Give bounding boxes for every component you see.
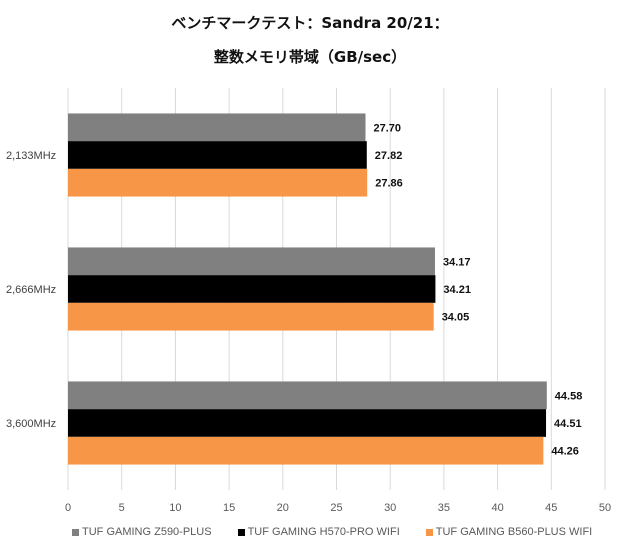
x-tick-label: 35 [438, 502, 450, 514]
legend-item: TUF GAMING B560-PLUS WIFI [425, 526, 593, 538]
bar [68, 168, 368, 197]
data-label: 34.21 [443, 284, 471, 296]
bar [68, 436, 544, 465]
bar-chart: 0 5 10 15 20 25 30 35 40 45 50 2,133MHz 27.70 27.82 27… [6, 88, 611, 514]
x-tick-label: 20 [277, 502, 289, 514]
bar [68, 247, 435, 276]
x-tick-label: 5 [119, 502, 125, 514]
category-label: 2,666MHz [6, 284, 56, 296]
category-label: 2,133MHz [6, 150, 56, 162]
legend-label: TUF GAMING B560-PLUS WIFI [435, 526, 593, 538]
data-label: 27.70 [373, 122, 401, 134]
category-label: 3,600MHz [6, 418, 56, 430]
data-label: 44.26 [551, 446, 579, 458]
data-label: 44.51 [554, 418, 582, 430]
data-label: 44.58 [555, 390, 583, 402]
x-tick-label: 30 [384, 502, 396, 514]
bar [68, 275, 436, 303]
legend-item: TUF GAMING Z590-PLUS [72, 526, 212, 538]
bar [68, 113, 366, 142]
data-label: 34.17 [443, 256, 471, 268]
chart-title-line1: ベンチマークテスト：Sandra 20/21： [171, 14, 449, 32]
legend-swatch [237, 528, 245, 536]
x-tick-label: 45 [545, 502, 557, 514]
x-tick-label: 15 [223, 502, 235, 514]
legend-swatch [72, 528, 79, 536]
legend: TUF GAMING Z590-PLUS TUF GAMING H570-PRO … [72, 526, 592, 538]
x-tick-label: 0 [65, 502, 71, 514]
x-tick-label: 40 [491, 502, 503, 514]
chart-title-line2: 整数メモリ帯域（GB/sec） [213, 48, 407, 66]
bar [68, 141, 367, 169]
x-tick-label: 10 [169, 502, 181, 514]
legend-swatch [425, 528, 433, 536]
legend-label: TUF GAMING H570-PRO WIFI [247, 526, 400, 538]
data-label: 34.05 [442, 312, 470, 324]
bar [68, 302, 434, 331]
data-label: 27.82 [375, 150, 403, 162]
x-tick-label: 50 [599, 502, 611, 514]
legend-label: TUF GAMING Z590-PLUS [82, 526, 212, 538]
bar [68, 409, 547, 437]
x-tick-label: 25 [330, 502, 342, 514]
data-label: 27.86 [375, 178, 403, 190]
legend-item: TUF GAMING H570-PRO WIFI [237, 526, 400, 538]
bar [68, 381, 547, 410]
